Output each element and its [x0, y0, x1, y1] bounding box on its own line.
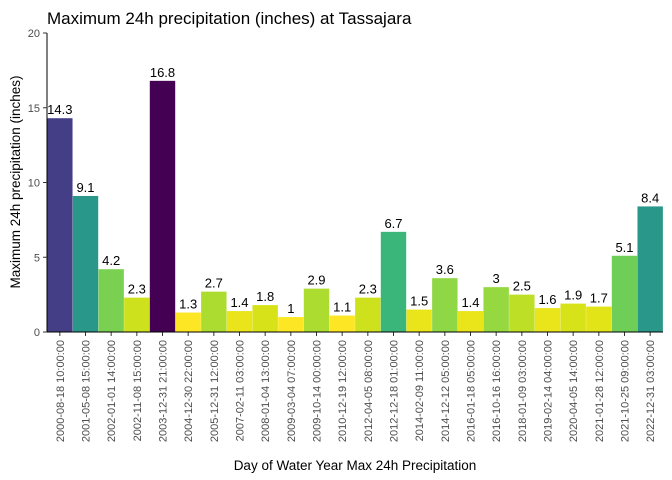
x-tick-label: 2021-10-25 09:00:00: [620, 340, 632, 442]
data-label: 1: [287, 301, 294, 316]
y-tick-label: 10: [28, 178, 40, 190]
x-tick-label: 2018-01-09 03:00:00: [517, 340, 529, 442]
data-label: 8.4: [641, 190, 659, 205]
bar: [252, 305, 278, 332]
bar: [534, 308, 561, 332]
data-label: 1.4: [461, 295, 479, 310]
data-label: 1.3: [179, 297, 197, 312]
data-label: 1.7: [590, 291, 608, 306]
data-label: 1.6: [538, 292, 556, 307]
bar: [124, 297, 150, 332]
x-tick-label: 2012-12-18 01:00:00: [389, 340, 401, 442]
bar: [483, 287, 509, 332]
bar: [47, 118, 73, 332]
bars-group: [47, 80, 663, 332]
x-tick-label: 2009-03-04 07:00:00: [286, 340, 298, 442]
data-label: 2.7: [205, 276, 223, 291]
data-label: 4.2: [102, 253, 120, 268]
bar: [278, 317, 304, 332]
x-tick-label: 2004-12-30 22:00:00: [183, 340, 195, 442]
bar: [432, 278, 458, 332]
bar: [586, 306, 612, 332]
x-axis-label: Day of Water Year Max 24h Precipitation: [234, 458, 477, 473]
bar: [509, 294, 535, 332]
bar: [98, 269, 124, 332]
x-tick-label: 2001-05-08 15:00:00: [81, 340, 93, 442]
x-tick-label: 2005-12-31 12:00:00: [209, 340, 221, 442]
data-label: 9.1: [76, 180, 94, 195]
x-tick-label: 2010-12-19 12:00:00: [337, 340, 349, 442]
x-tick-label: 2022-12-31 03:00:00: [645, 340, 657, 442]
x-tick-label: 2019-02-14 04:00:00: [543, 340, 555, 442]
y-tick-label: 15: [28, 103, 40, 115]
x-tick-label: 2016-10-16 16:00:00: [491, 340, 503, 442]
x-tick-label: 2002-11-08 15:00:00: [132, 340, 144, 441]
bar: [226, 311, 253, 332]
data-labels-group: 14.3 9.1 4.2 2.3 16.8 1.3 2.7 1.4 1.8 1 2.9 1.1 2.3 6…: [47, 65, 659, 316]
y-tick-label: 0: [34, 327, 40, 339]
y-tick-label: 20: [28, 28, 40, 40]
x-tick-label: 2014-02-09 11:00:00: [414, 340, 426, 441]
data-label: 6.7: [384, 216, 402, 231]
bar: [355, 297, 381, 332]
y-axis: 0 5 10 15 20: [28, 28, 48, 339]
data-label: 2.3: [359, 282, 377, 297]
data-label: 2.5: [513, 279, 531, 294]
x-axis: 2000-08-18 10:00:00 2001-05-08 15:00:00 20…: [47, 331, 663, 442]
x-tick-label: 2020-04-05 14:00:00: [568, 340, 580, 442]
data-label: 1.8: [256, 289, 274, 304]
x-tick-label: 2003-12-31 21:00:00: [158, 340, 170, 442]
x-tick-label: 2021-01-28 12:00:00: [594, 340, 606, 442]
bar: [329, 315, 355, 332]
data-label: 5.1: [615, 240, 633, 255]
bar: [149, 80, 176, 332]
x-tick-label: 2009-10-14 00:00:00: [312, 340, 324, 442]
data-label: 1.4: [230, 295, 248, 310]
bar: [406, 309, 432, 332]
data-label: 1.1: [333, 300, 351, 315]
bar: [72, 195, 99, 332]
x-tick-label: 2012-04-05 08:00:00: [363, 340, 375, 442]
data-label: 2.3: [128, 282, 146, 297]
data-label: 14.3: [47, 102, 72, 117]
y-axis-label: Maximum 24h precipitation (inches): [8, 75, 23, 288]
bar: [457, 311, 484, 332]
data-label: 3.6: [436, 262, 454, 277]
data-label: 2.9: [307, 273, 325, 288]
chart-title: Maximum 24h precipitation (inches) at Ta…: [47, 9, 412, 28]
bar: [611, 255, 638, 332]
data-label: 1.9: [564, 288, 582, 303]
y-tick-label: 5: [34, 252, 40, 264]
data-label: 16.8: [150, 65, 175, 80]
bar: [303, 288, 330, 332]
bar: [201, 291, 227, 332]
bar: [175, 312, 201, 332]
x-tick-label: 2016-01-18 05:00:00: [466, 340, 478, 442]
data-label: 3: [493, 271, 500, 286]
x-tick-label: 2002-01-01 14:00:00: [106, 340, 118, 442]
x-tick-label: 2014-12-12 05:00:00: [440, 340, 452, 442]
x-tick-label: 2008-01-04 13:00:00: [260, 340, 272, 442]
bar: [560, 303, 586, 332]
data-label: 1.5: [410, 294, 428, 309]
bar: [637, 206, 663, 332]
bar: [380, 231, 407, 332]
x-tick-label: 2000-08-18 10:00:00: [55, 340, 67, 442]
x-tick-label: 2007-02-11 03:00:00: [235, 340, 247, 441]
